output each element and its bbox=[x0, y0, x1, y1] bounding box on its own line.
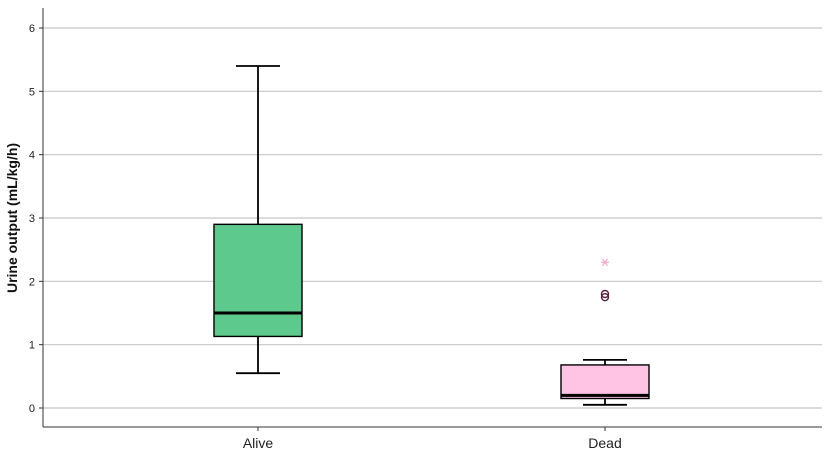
category-labels: Alive Dead bbox=[243, 427, 622, 451]
y-tick-label-0: 0 bbox=[29, 403, 35, 415]
y-tick-labels: 0 1 2 3 4 5 6 bbox=[29, 23, 43, 415]
box-group-dead bbox=[560, 258, 650, 406]
extreme-stroke-2 bbox=[602, 258, 608, 267]
y-tick-label-6: 6 bbox=[29, 23, 35, 35]
y-axis-title: Urine output (mL/kg/h) bbox=[4, 143, 20, 293]
iqr-box-dead bbox=[560, 364, 650, 400]
outlier-point-dead-0 bbox=[600, 292, 610, 302]
gridlines bbox=[43, 27, 822, 409]
y-tick-label-3: 3 bbox=[29, 213, 35, 225]
outlier-point-dead-1 bbox=[600, 289, 610, 299]
y-tick-label-5: 5 bbox=[29, 86, 35, 98]
y-tick-label-4: 4 bbox=[29, 150, 35, 162]
box-group-alive bbox=[213, 65, 303, 375]
x-tick-label-dead: Dead bbox=[588, 435, 621, 451]
y-tick-label-2: 2 bbox=[29, 276, 35, 288]
x-tick-label-alive: Alive bbox=[243, 435, 274, 451]
boxes bbox=[213, 65, 650, 406]
extreme-point-dead-0 bbox=[601, 258, 609, 267]
y-tick-label-1: 1 bbox=[29, 340, 35, 352]
iqr-box-alive bbox=[213, 223, 303, 338]
